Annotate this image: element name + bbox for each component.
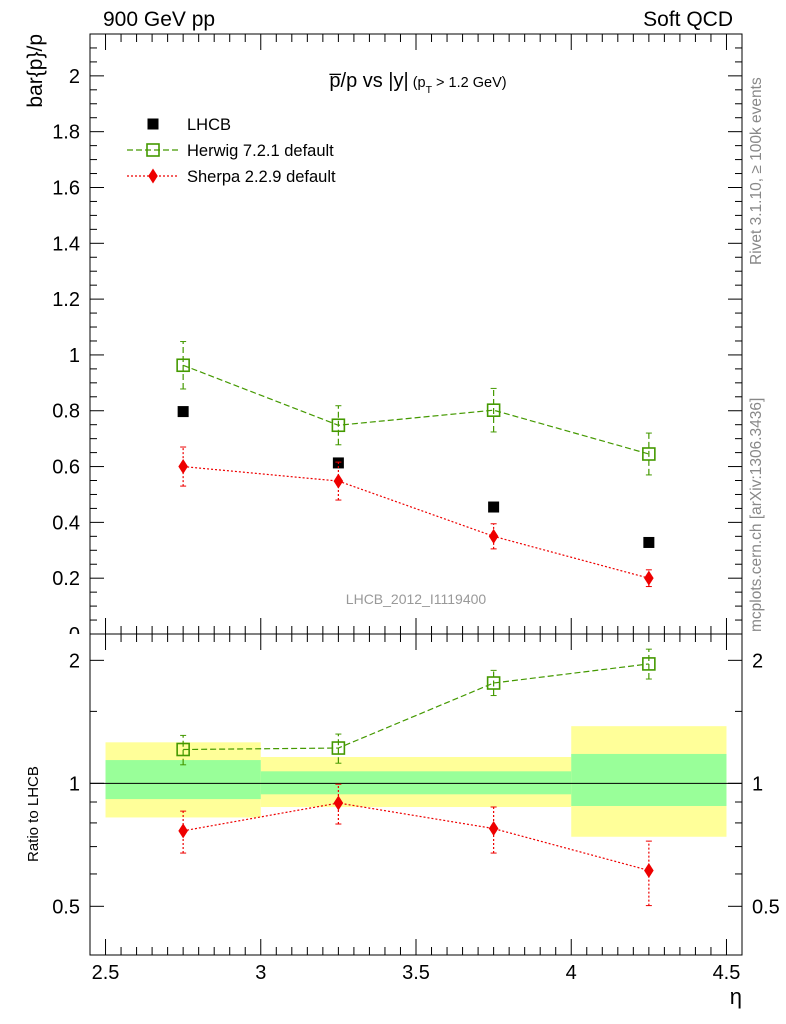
header-left: 900 GeV pp: [103, 8, 216, 31]
ratio-data-point: [178, 823, 188, 839]
y-tick-label: 1.6: [52, 177, 80, 199]
y-tick-label: 1.8: [52, 122, 80, 144]
y-tick-label: 0: [69, 624, 80, 646]
ratio-data-point: [331, 741, 346, 755]
legend-label: LHCB: [187, 116, 231, 134]
ratio-series-line: [183, 663, 649, 751]
analysis-watermark: LHCB_2012_I1119400: [346, 591, 487, 607]
header-right: Soft QCD: [643, 8, 733, 31]
ratio-y-tick-label-left: 1: [69, 773, 80, 795]
rivet-label: Rivet 3.1.10, ≥ 100k events: [748, 77, 765, 265]
y-tick-label: 0.2: [52, 568, 80, 590]
main-series-line: [183, 465, 650, 579]
y-tick-label: 1.4: [52, 233, 80, 255]
y-tick-label: 2: [69, 66, 80, 88]
ratio-band-inner: [105, 760, 261, 800]
main-data-point: [486, 403, 501, 417]
ratio-data-point: [333, 795, 344, 811]
x-tick-label: 4.5: [713, 962, 741, 984]
main-data-point: [176, 358, 190, 373]
x-tick-label: 2.5: [92, 962, 120, 984]
chart-title: p̅/p vs |y| (pT > 1.2 GeV): [329, 70, 506, 96]
chart-title-cut-rest: > 1.2 GeV): [432, 75, 507, 91]
ratio-band-inner: [260, 771, 416, 795]
main-series-line: [182, 364, 650, 455]
legend-label: Sherpa 2.2.9 default: [187, 168, 336, 186]
ratio-y-tick-label-right: 1: [752, 773, 763, 795]
ratio-data-point: [642, 657, 656, 671]
chart-title-cut-sub: T: [426, 84, 433, 96]
main-data-point: [643, 536, 655, 548]
x-tick-label: 4: [566, 962, 577, 984]
ratio-band-inner: [571, 753, 727, 807]
ratio-y-axis-label: Ratio to LHCB: [25, 766, 42, 862]
ratio-y-tick-label-left: 0.5: [52, 896, 80, 918]
x-tick-label: 3.5: [402, 962, 430, 984]
main-data-point: [331, 418, 346, 433]
x-tick-label: 3: [255, 962, 266, 984]
chart-title-cut: (p: [413, 75, 426, 91]
ratio-data-point: [644, 862, 654, 878]
y-tick-label: 1: [69, 345, 80, 367]
main-data-point: [642, 447, 656, 461]
ratio-series-line: [183, 802, 650, 872]
ratio-y-tick-label-right: 2: [752, 650, 763, 672]
mcplots-label: mcplots.cern.ch [arXiv:1306.3436]: [748, 397, 765, 632]
y-tick-label: 0.4: [52, 512, 80, 534]
main-data-point: [177, 406, 189, 418]
ratio-y-tick-label-left: 2: [69, 650, 80, 672]
ratio-data-point: [176, 742, 190, 757]
y-tick-label: 0.8: [52, 401, 80, 423]
y-tick-label: 0.6: [52, 457, 80, 479]
main-y-ticks: 0 0.2 0.4 0.6 0.8 1 1.2 1.4 1.6 1.8 2: [52, 47, 742, 646]
main-data-point: [333, 473, 344, 489]
chart-title-main: p̅/p vs |y|: [329, 70, 408, 92]
legend-marker: [147, 118, 159, 130]
y-tick-label: 1.2: [52, 289, 80, 311]
x-axis-label: η: [730, 984, 742, 1009]
legend-marker: [148, 168, 158, 184]
ratio-data-point: [486, 676, 501, 690]
legend-label: Herwig 7.2.1 default: [187, 142, 334, 160]
ratio-band-inner: [416, 771, 572, 795]
ratio-data-point: [488, 821, 499, 837]
main-data-point: [644, 570, 654, 586]
main-data-point: [488, 528, 499, 544]
main-data-point: [178, 459, 188, 475]
legend-marker: [146, 143, 160, 157]
main-y-axis-label: bar{p}/p: [24, 34, 47, 108]
main-data-point: [488, 501, 500, 513]
ratio-y-tick-label-right: 0.5: [752, 896, 780, 918]
